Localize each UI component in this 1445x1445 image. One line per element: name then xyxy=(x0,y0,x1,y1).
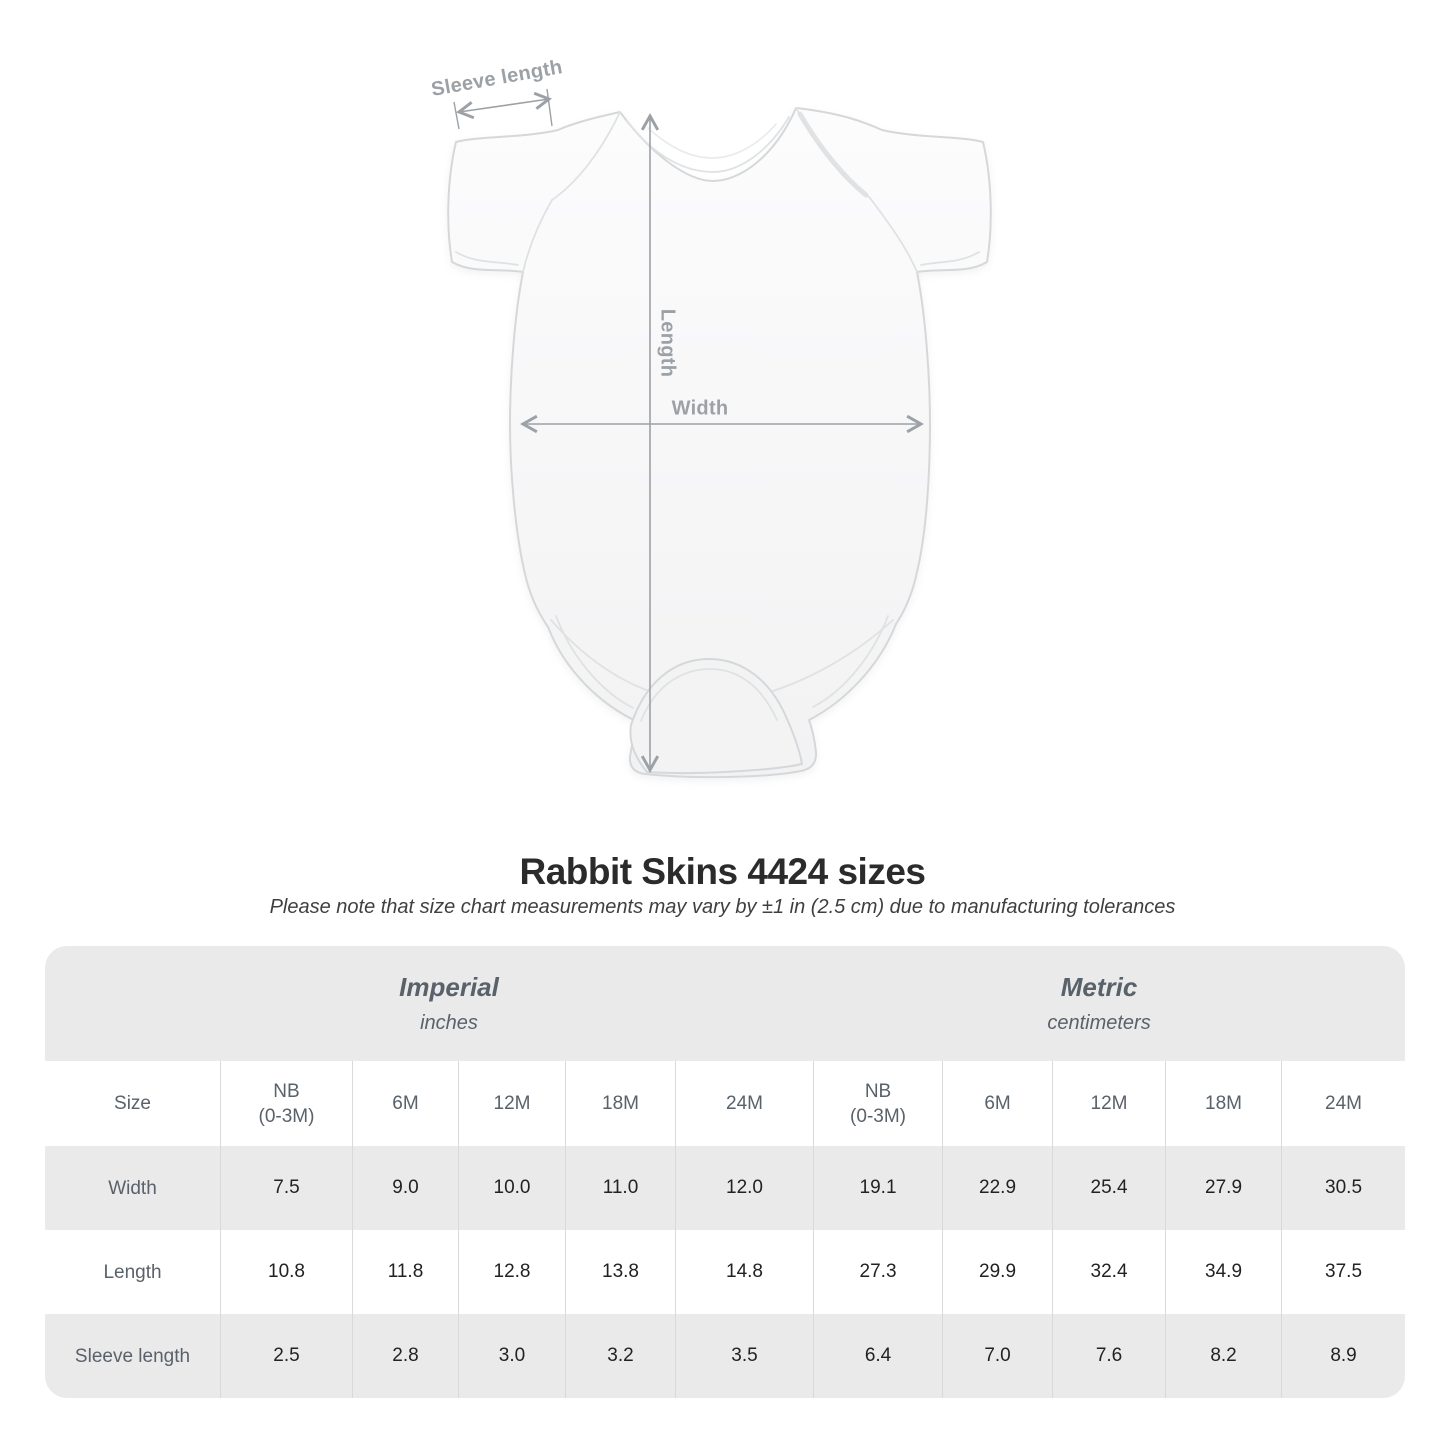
width-value: 7.5 xyxy=(220,1146,352,1230)
width-value: 19.1 xyxy=(813,1146,943,1230)
column-header-12m-metric: 12M xyxy=(1052,1061,1166,1146)
length-label: Length xyxy=(656,308,679,378)
column-header-6m-imperial: 6M xyxy=(352,1061,458,1146)
width-value: 11.0 xyxy=(565,1146,675,1230)
imperial-label: Imperial xyxy=(399,972,499,1002)
length-value: 12.8 xyxy=(458,1230,565,1314)
size-header-row: Size NB (0-3M) 6M 12M 18M xyxy=(45,1061,1406,1146)
column-header-nb-metric: NB (0-3M) xyxy=(813,1061,943,1146)
lap-seam-right xyxy=(795,107,918,273)
sleeve-length-value: 3.0 xyxy=(458,1314,565,1398)
column-header-12m-imperial: 12M xyxy=(458,1061,565,1146)
width-value: 10.0 xyxy=(458,1146,565,1230)
column-header-18m-metric: 18M xyxy=(1165,1061,1282,1146)
sleeve-length-value: 2.8 xyxy=(352,1314,458,1398)
width-label: Width xyxy=(671,397,729,420)
row-label-sleeve-length: Sleeve length xyxy=(45,1314,220,1398)
length-value: 11.8 xyxy=(352,1230,458,1314)
sleeve-length-value: 3.2 xyxy=(565,1314,675,1398)
column-header-6m-metric: 6M xyxy=(942,1061,1053,1146)
width-value: 30.5 xyxy=(1281,1146,1406,1230)
extension-tick-right xyxy=(546,88,553,127)
sleeve-length-value: 7.6 xyxy=(1052,1314,1166,1398)
sleeve-length-value: 2.5 xyxy=(220,1314,352,1398)
neckline-back-edge xyxy=(647,123,777,159)
column-header-nb-imperial: NB (0-3M) xyxy=(220,1061,352,1146)
length-value: 27.3 xyxy=(813,1230,943,1314)
imperial-group-header: Imperial inches xyxy=(45,946,814,1061)
sleeve-length-value: 3.5 xyxy=(675,1314,814,1398)
leg-binding-right xyxy=(812,615,889,708)
width-row: Width 7.5 9.0 10.0 11.0 12.0 19.1 22.9 2… xyxy=(45,1146,1406,1230)
bodysuit-diagram xyxy=(447,88,992,779)
width-value: 27.9 xyxy=(1165,1146,1282,1230)
width-value: 9.0 xyxy=(352,1146,458,1230)
imperial-unit-label: inches xyxy=(420,1012,478,1034)
column-header-24m-imperial: 24M xyxy=(675,1061,814,1146)
length-value: 13.8 xyxy=(565,1230,675,1314)
row-label-length: Length xyxy=(45,1230,220,1314)
length-value: 37.5 xyxy=(1281,1230,1406,1314)
page-title: Rabbit Skins 4424 sizes xyxy=(519,851,926,892)
column-header-24m-metric: 24M xyxy=(1281,1061,1406,1146)
sleeve-length-value: 7.0 xyxy=(942,1314,1053,1398)
sleeve-length-value: 8.9 xyxy=(1281,1314,1406,1398)
width-value: 22.9 xyxy=(942,1146,1053,1230)
page-subtitle: Please note that size chart measurements… xyxy=(269,896,1176,918)
leg-binding-left xyxy=(555,615,634,709)
length-value: 14.8 xyxy=(675,1230,814,1314)
sleeve-hem-left xyxy=(455,251,519,266)
length-value: 32.4 xyxy=(1052,1230,1166,1314)
width-value: 12.0 xyxy=(675,1146,814,1230)
metric-group-header: Metric centimeters xyxy=(813,946,1406,1061)
lap-seam-left xyxy=(522,111,621,273)
length-row: Length 10.8 11.8 12.8 13.8 14.8 27.3 29.… xyxy=(45,1230,1406,1314)
length-value: 10.8 xyxy=(220,1230,352,1314)
extension-tick-left xyxy=(453,101,460,130)
sleeve-length-arrow xyxy=(456,91,552,120)
row-label-width: Width xyxy=(45,1146,220,1230)
length-value: 29.9 xyxy=(942,1230,1053,1314)
sleeve-length-value: 8.2 xyxy=(1165,1314,1282,1398)
metric-unit-label: centimeters xyxy=(1047,1012,1151,1034)
unit-group-row: Imperial inches Metric centimeters xyxy=(45,946,1406,1061)
column-header-18m-imperial: 18M xyxy=(565,1061,675,1146)
size-corner-header: Size xyxy=(45,1061,220,1146)
size-chart-table: Imperial inches Metric centimeters Size … xyxy=(45,946,1406,1398)
sleeve-length-value: 6.4 xyxy=(813,1314,943,1398)
length-value: 34.9 xyxy=(1165,1230,1282,1314)
metric-label: Metric xyxy=(1060,972,1138,1002)
sleeve-length-row: Sleeve length 2.5 2.8 3.0 3.2 3.5 6.4 7.… xyxy=(45,1314,1406,1398)
width-value: 25.4 xyxy=(1052,1146,1166,1230)
sleeve-hem-right xyxy=(920,251,980,266)
